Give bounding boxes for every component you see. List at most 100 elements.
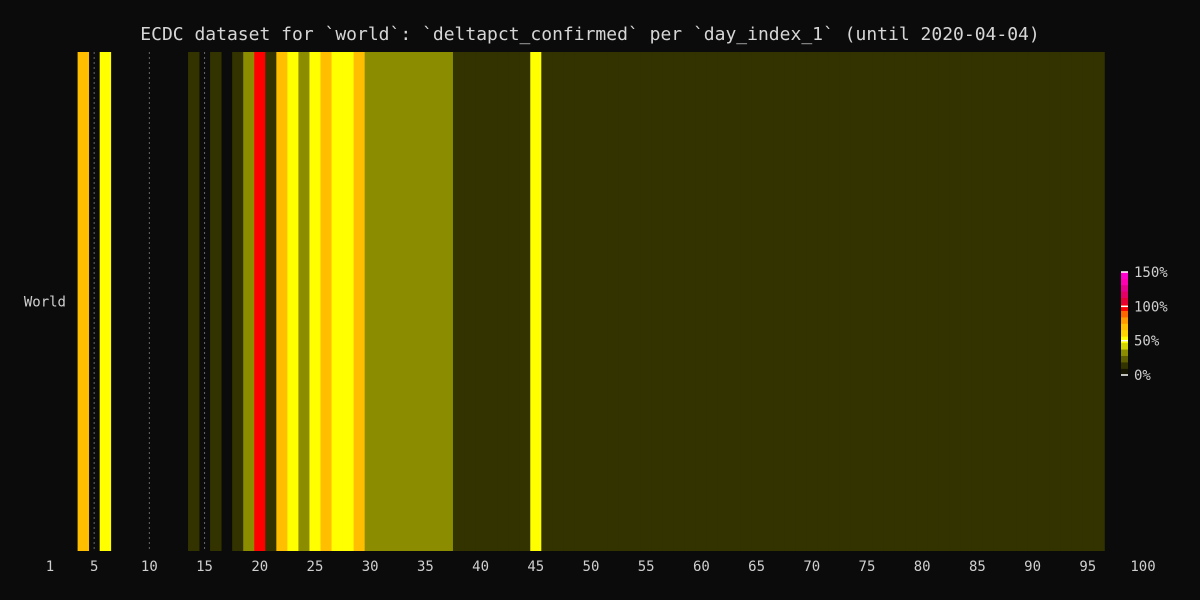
color-scale-swatch (1121, 310, 1128, 318)
x-tick-label: 25 (307, 559, 324, 575)
heatmap-cell-day-54 (629, 52, 642, 551)
color-scale-swatch (1121, 317, 1128, 324)
heatmap-cell-day-20 (254, 52, 266, 551)
heatmap-cell-day-24 (298, 52, 310, 551)
x-tick-label: 85 (969, 559, 986, 575)
heatmap-cell-day-70 (806, 52, 818, 551)
heatmap-cell-day-4 (77, 52, 90, 551)
heatmap-cell-day-85 (971, 52, 984, 551)
heatmap-cell-day-34 (408, 52, 421, 551)
heatmap-cell-day-16 (210, 52, 222, 551)
heatmap-cell-day-55 (640, 52, 653, 551)
heatmap-cell-day-27 (331, 52, 343, 551)
heatmap-cell-day-52 (607, 52, 619, 551)
heatmap-cell-day-71 (817, 52, 829, 551)
heatmap-cell-day-80 (916, 52, 929, 551)
x-tick-label: 1 (46, 559, 54, 575)
heatmap-cell-day-78 (894, 52, 907, 551)
x-tick-label: 65 (748, 559, 765, 575)
color-scale-swatch (1121, 349, 1128, 356)
heatmap-cell-day-48 (563, 52, 575, 551)
x-tick-label: 35 (417, 559, 434, 575)
heatmap-cell-day-93 (1060, 52, 1072, 551)
heatmap-cell-day-92 (1049, 52, 1061, 551)
heatmap-cell-day-49 (574, 52, 586, 551)
heatmap-cell-day-43 (508, 52, 520, 551)
x-tick-label: 90 (1024, 559, 1041, 575)
color-scale-swatch (1121, 355, 1128, 363)
heatmap-cell-day-6 (99, 52, 112, 551)
chart-title: ECDC dataset for `world`: `deltapct_conf… (140, 24, 1040, 45)
y-row-label: World (24, 295, 66, 311)
heatmap-cell-day-69 (795, 52, 807, 551)
heatmap-cell-day-65 (751, 52, 763, 551)
heatmap-cell-day-36 (430, 52, 443, 551)
x-tick-label: 30 (362, 559, 379, 575)
heatmap-cell-day-59 (684, 52, 697, 551)
color-scale-swatch (1121, 291, 1128, 299)
x-tick-label: 15 (196, 559, 213, 575)
x-tick-label: 100 (1130, 559, 1155, 575)
color-scale-swatch (1121, 304, 1128, 311)
heatmap-cell-day-86 (982, 52, 995, 551)
color-scale-swatch (1121, 329, 1128, 337)
color-scale-swatch (1121, 336, 1128, 344)
heatmap-cell-day-75 (861, 52, 873, 551)
heatmap-cell-day-60 (695, 52, 708, 551)
heatmap-cell-day-28 (342, 52, 355, 551)
x-tick-label: 60 (693, 559, 710, 575)
heatmap-cell-day-50 (585, 52, 597, 551)
color-scale-tick-label: 0% (1134, 368, 1151, 384)
x-tick-label: 5 (90, 559, 98, 575)
color-scale-swatch (1121, 368, 1128, 376)
heatmap-cell-day-63 (728, 52, 741, 551)
heatmap-cell-day-32 (386, 52, 399, 551)
heatmap-cell-day-74 (850, 52, 862, 551)
x-tick-label: 80 (914, 559, 931, 575)
heatmap-cell-day-62 (717, 52, 730, 551)
heatmap-cell-day-45 (530, 52, 542, 551)
x-tick-label: 10 (141, 559, 158, 575)
x-tick-label: 75 (859, 559, 876, 575)
heatmap-cell-day-53 (618, 52, 631, 551)
heatmap-cell-day-83 (949, 52, 962, 551)
x-tick-label: 55 (638, 559, 655, 575)
heatmap-cell-day-79 (905, 52, 918, 551)
heatmap-cell-day-57 (662, 52, 675, 551)
heatmap-cell-day-66 (762, 52, 774, 551)
heatmap-cell-day-46 (541, 52, 553, 551)
heatmap-cell-day-39 (464, 52, 476, 551)
x-tick-label: 20 (251, 559, 268, 575)
heatmap-cell-day-38 (452, 52, 465, 551)
heatmap-cell-day-21 (265, 52, 277, 551)
x-tick-label: 40 (472, 559, 489, 575)
heatmap-cell-day-18 (232, 52, 244, 551)
x-tick-label: 50 (583, 559, 600, 575)
heatmap-cell-day-41 (486, 52, 498, 551)
heatmap-cell-day-25 (309, 52, 321, 551)
heatmap-cell-day-87 (993, 52, 1006, 551)
heatmap-cells (77, 52, 1105, 551)
heatmap-cell-day-33 (397, 52, 410, 551)
heatmap-cell-day-31 (375, 52, 388, 551)
x-axis-ticks: 1 5 10 15 20 25 30 35 40 45 50 55 60 65 70 75 80 85 90 95 10… (46, 559, 1156, 575)
heatmap-cell-day-76 (872, 52, 884, 551)
heatmap-cell-day-89 (1016, 52, 1028, 551)
heatmap-cell-day-42 (497, 52, 509, 551)
color-scale-swatch (1121, 272, 1128, 279)
heatmap-cell-day-58 (673, 52, 686, 551)
color-scale-swatch (1121, 342, 1128, 350)
heatmap-cell-day-35 (419, 52, 432, 551)
heatmap-cell-day-82 (938, 52, 951, 551)
heatmap-cell-day-73 (839, 52, 851, 551)
heatmap-cell-day-19 (243, 52, 255, 551)
heatmap-cell-day-95 (1082, 52, 1094, 551)
heatmap-cell-day-77 (883, 52, 895, 551)
heatmap-cell-day-56 (651, 52, 664, 551)
heatmap-cell-day-29 (353, 52, 366, 551)
heatmap-cell-day-30 (364, 52, 377, 551)
heatmap-cell-day-68 (784, 52, 796, 551)
heatmap-cell-day-84 (960, 52, 973, 551)
x-tick-label: 70 (803, 559, 820, 575)
